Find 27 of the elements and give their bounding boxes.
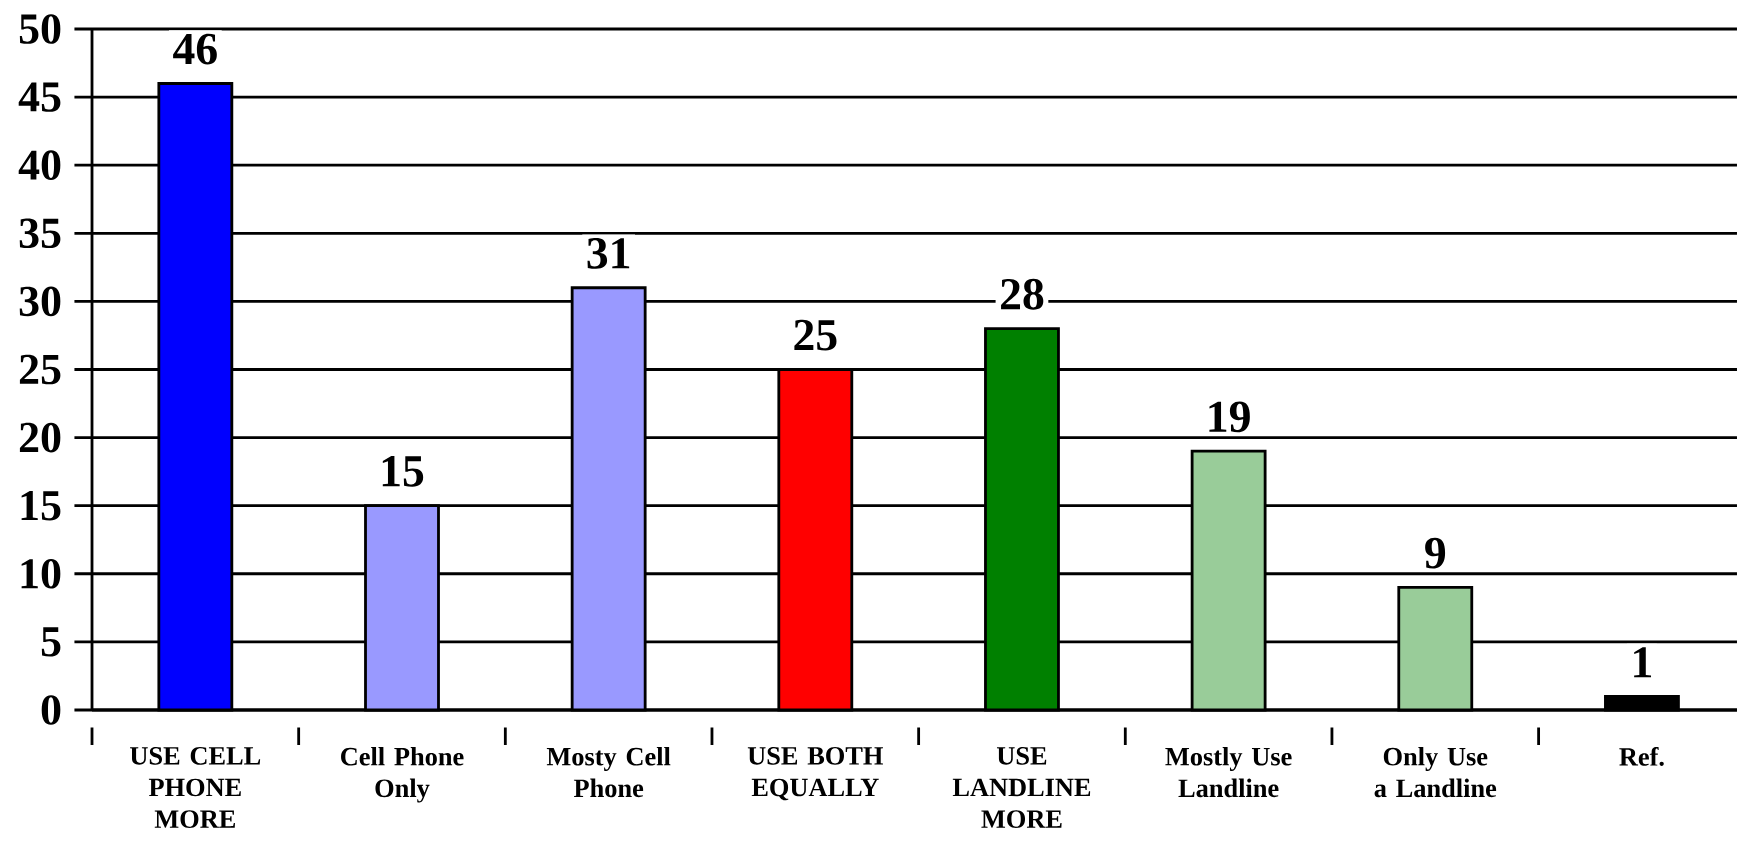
y-tick-label: 45	[18, 82, 61, 112]
y-tick-label: 10	[21, 558, 61, 589]
x-tick-label: Mostly Use Landline	[1165, 747, 1292, 798]
data-label: 25	[794, 319, 837, 351]
data-label: 31	[587, 238, 630, 269]
x-tick-label: Cell Phone Only	[341, 747, 464, 803]
data-label: 46	[173, 33, 217, 65]
x-tick-label: USE BOTH EQUALLY	[747, 747, 883, 801]
data-label: 9	[1425, 537, 1446, 569]
x-tick-label: USE CELL PHONE MORE	[130, 747, 261, 828]
y-tick-label: 15	[21, 490, 61, 521]
y-tick-label: 5	[41, 627, 61, 657]
x-tick-label: Ref.	[1619, 746, 1664, 766]
y-tick-label: 20	[19, 422, 61, 453]
data-label: 19	[1209, 401, 1250, 433]
y-tick-label: 0	[41, 695, 61, 725]
x-tick-label: Mosty Cell Phone	[546, 747, 671, 798]
y-tick-label: 40	[18, 150, 61, 181]
y-tick-label: 50	[19, 14, 61, 44]
y-tick-label: 25	[19, 354, 61, 385]
data-label: 15	[382, 456, 424, 487]
data-label: 28	[1001, 278, 1044, 310]
y-tick-label: 35	[19, 218, 61, 249]
x-tick-label: Only Use a Landline	[1374, 747, 1497, 798]
data-label: 1	[1634, 647, 1652, 678]
y-tick-label: 30	[19, 286, 61, 317]
x-tick-label: USE LANDLINE MORE	[952, 747, 1091, 828]
